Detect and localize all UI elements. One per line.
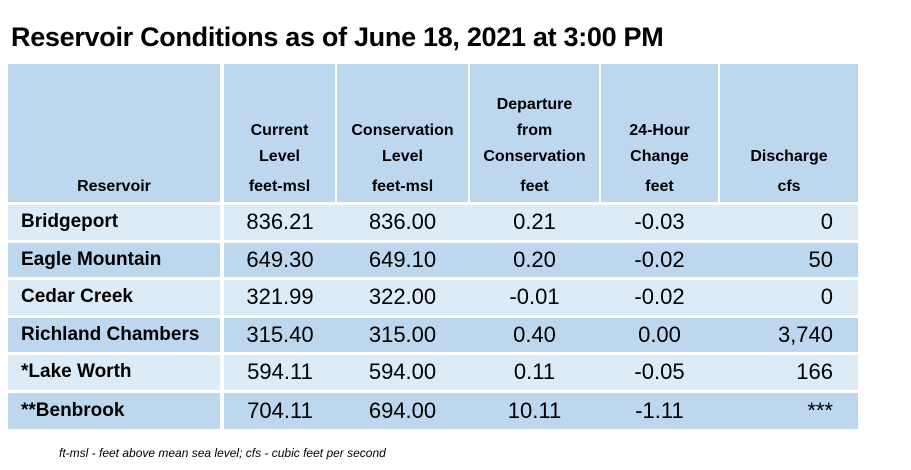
departure-cell: 0.20 — [469, 241, 600, 279]
header-current-unit: feet-msl — [248, 178, 311, 195]
departure-cell: 0.21 — [469, 203, 600, 241]
table-row: Bridgeport 836.21 836.00 0.21 -0.03 0 — [8, 203, 858, 241]
reservoir-table: Reservoir Current Level feet-msl Conserv… — [8, 64, 858, 429]
header-departure: Departure from Conservation feet — [469, 64, 601, 204]
header-24-hour-change: 24-Hour Change feet — [600, 64, 720, 204]
conservation-level-cell: 694.00 — [336, 391, 469, 429]
reservoir-name: Eagle Mountain — [8, 241, 224, 279]
header-current-line-1: Current — [250, 122, 309, 139]
header-conservation-level: Conservation Level feet-msl — [336, 64, 470, 204]
discharge-cell: 166 — [719, 353, 858, 391]
conservation-level-cell: 322.00 — [336, 278, 469, 316]
reservoir-name: Bridgeport — [8, 203, 224, 241]
header-conservation-line-2: Level — [382, 148, 423, 165]
departure-cell: 0.40 — [469, 316, 600, 354]
discharge-cell: *** — [719, 391, 858, 429]
discharge-cell: 50 — [719, 241, 858, 279]
reservoir-name: Richland Chambers — [8, 316, 224, 354]
header-change-unit: feet — [645, 178, 674, 195]
current-level-cell: 836.21 — [222, 203, 336, 241]
header-change-line-1: 24-Hour — [629, 122, 690, 139]
header-change-line-2: Change — [630, 148, 689, 165]
header-current-level: Current Level feet-msl — [222, 64, 337, 204]
current-level-cell: 704.11 — [222, 391, 336, 429]
change-cell: -1.11 — [600, 391, 719, 429]
header-departure-unit: feet — [520, 178, 549, 195]
header-current-line-2: Level — [259, 148, 300, 165]
table-row: *Lake Worth 594.11 594.00 0.11 -0.05 166 — [8, 353, 858, 391]
reservoir-name: Cedar Creek — [8, 278, 224, 316]
header-departure-line-2: from — [516, 122, 553, 139]
change-cell: 0.00 — [600, 316, 719, 354]
table-row: Eagle Mountain 649.30 649.10 0.20 -0.02 … — [8, 241, 858, 279]
change-cell: -0.02 — [600, 241, 719, 279]
header-departure-line-1: Departure — [496, 96, 573, 113]
reservoir-name: **Benbrook — [8, 391, 224, 429]
discharge-cell: 3,740 — [719, 316, 858, 354]
departure-cell: -0.01 — [469, 278, 600, 316]
header-discharge-unit: cfs — [777, 178, 801, 195]
discharge-cell: 0 — [719, 203, 858, 241]
header-reservoir-label: Reservoir — [77, 178, 151, 195]
conservation-level-cell: 594.00 — [336, 353, 469, 391]
conservation-level-cell: 836.00 — [336, 203, 469, 241]
change-cell: -0.05 — [600, 353, 719, 391]
conservation-level-cell: 649.10 — [336, 241, 469, 279]
header-departure-line-3: Conservation — [483, 148, 586, 165]
change-cell: -0.02 — [600, 278, 719, 316]
change-cell: -0.03 — [600, 203, 719, 241]
header-discharge-line-1: Discharge — [750, 148, 828, 165]
current-level-cell: 594.11 — [222, 353, 336, 391]
footnote: ft-msl - feet above mean sea level; cfs … — [59, 446, 386, 460]
current-level-cell: 321.99 — [222, 278, 336, 316]
departure-cell: 0.11 — [469, 353, 600, 391]
table-row: Richland Chambers 315.40 315.00 0.40 0.0… — [8, 316, 858, 354]
conservation-level-cell: 315.00 — [336, 316, 469, 354]
reservoir-name: *Lake Worth — [8, 353, 224, 391]
discharge-cell: 0 — [719, 278, 858, 316]
table-row: **Benbrook 704.11 694.00 10.11 -1.11 *** — [8, 391, 858, 429]
departure-cell: 10.11 — [469, 391, 600, 429]
table-row: Cedar Creek 321.99 322.00 -0.01 -0.02 0 — [8, 278, 858, 316]
header-conservation-unit: feet-msl — [371, 178, 434, 195]
table-header-row: Reservoir Current Level feet-msl Conserv… — [8, 64, 858, 204]
current-level-cell: 649.30 — [222, 241, 336, 279]
current-level-cell: 315.40 — [222, 316, 336, 354]
page-title: Reservoir Conditions as of June 18, 2021… — [11, 22, 664, 52]
header-discharge: Discharge cfs — [719, 64, 858, 204]
header-reservoir: Reservoir — [8, 64, 224, 204]
header-conservation-line-1: Conservation — [351, 122, 454, 139]
